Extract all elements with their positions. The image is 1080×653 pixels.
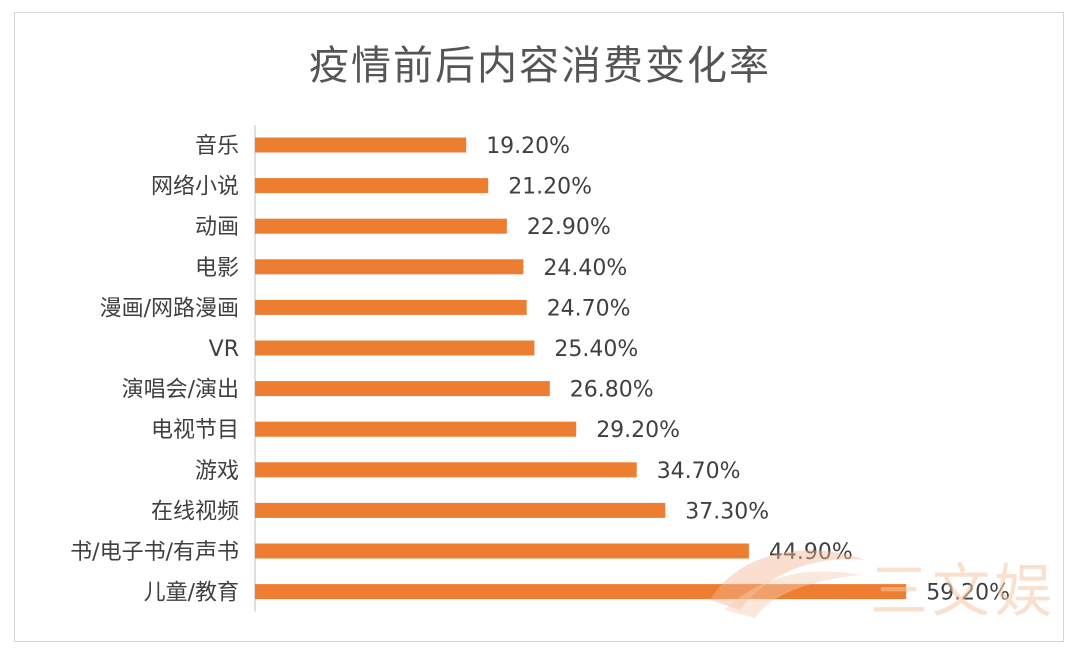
bar bbox=[255, 543, 749, 559]
category-label: 儿童/教育 bbox=[144, 581, 239, 606]
category-label: VR bbox=[209, 337, 239, 362]
category-label: 在线视频 bbox=[151, 499, 239, 524]
bar bbox=[255, 137, 467, 153]
watermark-text: 三文娱 bbox=[870, 557, 1057, 625]
bar bbox=[255, 259, 524, 275]
category-label: 音乐 bbox=[195, 134, 239, 159]
data-label: 21.20% bbox=[508, 175, 592, 200]
bar bbox=[255, 502, 666, 518]
bar bbox=[255, 584, 907, 600]
bar bbox=[255, 218, 507, 234]
category-label: 电视节目 bbox=[151, 418, 239, 443]
data-label: 29.20% bbox=[596, 418, 680, 443]
watermark-swoosh-icon bbox=[710, 550, 865, 618]
cropped-caption bbox=[0, 0, 1080, 8]
bar bbox=[255, 340, 535, 356]
bar bbox=[255, 462, 637, 478]
data-label: 37.30% bbox=[685, 499, 769, 524]
bar bbox=[255, 299, 527, 315]
category-label: 动画 bbox=[195, 215, 239, 240]
bar bbox=[255, 381, 550, 397]
data-label: 24.40% bbox=[543, 256, 627, 281]
category-label: 游戏 bbox=[195, 459, 239, 484]
data-label: 59.20% bbox=[926, 581, 1010, 606]
bar bbox=[255, 178, 489, 194]
category-label: 网络小说 bbox=[151, 175, 239, 200]
data-label: 22.90% bbox=[527, 215, 611, 240]
category-label: 演唱会/演出 bbox=[122, 378, 239, 403]
data-label: 26.80% bbox=[570, 378, 654, 403]
bar-chart: 音乐 19.20% 网络小说 21.20% 动画 22.90% 电影 24.40% 漫画/网路漫… bbox=[70, 125, 1010, 612]
data-label: 24.70% bbox=[547, 296, 631, 321]
watermark-logo: 三文娱 bbox=[700, 540, 1060, 625]
category-label: 漫画/网路漫画 bbox=[100, 296, 239, 321]
category-label: 电影 bbox=[195, 256, 239, 281]
category-label: 书/电子书/有声书 bbox=[70, 540, 239, 565]
chart-title: 疫情前后内容消费变化率 bbox=[309, 43, 771, 89]
data-label: 44.90% bbox=[769, 540, 853, 565]
chart-frame: 疫情前后内容消费变化率 音乐 19.20% 网络小说 21.20% 动画 22.90% 电影… bbox=[14, 12, 1064, 642]
data-label: 34.70% bbox=[657, 459, 741, 484]
bar bbox=[255, 421, 577, 437]
data-label: 25.40% bbox=[554, 337, 638, 362]
data-label: 19.20% bbox=[486, 134, 570, 159]
